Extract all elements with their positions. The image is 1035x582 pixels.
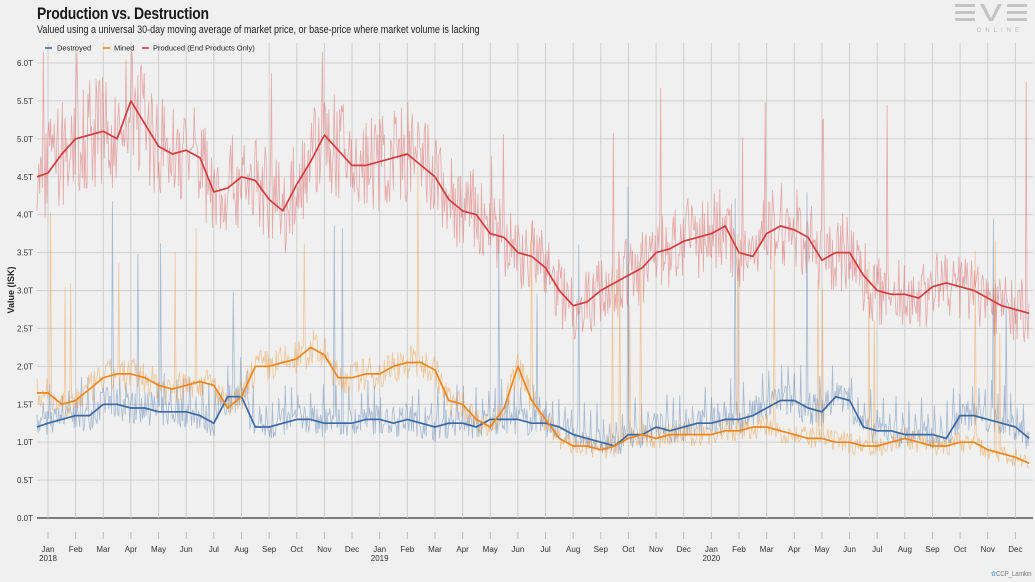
trend-line-mined xyxy=(36,346,1030,465)
daily-line-destroyed xyxy=(36,186,1030,455)
y-tick-label: 0.5T xyxy=(17,476,33,485)
x-tick-label: Jul xyxy=(872,545,882,554)
x-tick-label: Sep xyxy=(925,545,940,554)
x-tick-label: Jul xyxy=(540,545,550,554)
chart-title: Production vs. Destruction xyxy=(37,4,209,23)
x-tick-label: May xyxy=(483,545,498,554)
legend-label-destroyed: Destroyed xyxy=(57,44,91,53)
x-tick-year-label: 2018 xyxy=(39,554,57,563)
attribution-handle: CCP_Larrikin xyxy=(995,571,1031,578)
x-tick-label: Mar xyxy=(428,545,442,554)
x-tick-label: May xyxy=(151,545,166,554)
grid xyxy=(37,43,1033,519)
x-tick-label: Mar xyxy=(760,545,774,554)
x-tick-label: May xyxy=(814,545,829,554)
x-tick-label: Dec xyxy=(1008,545,1022,554)
x-tick-label: Aug xyxy=(566,545,580,554)
x-tick-label: Sep xyxy=(594,545,609,554)
y-tick-label: 0.0T xyxy=(17,514,33,523)
x-tick-label: Oct xyxy=(954,545,967,554)
x-tick-label: Oct xyxy=(291,545,304,554)
y-tick-label: 1.5T xyxy=(17,400,33,409)
x-tick-label: Apr xyxy=(788,545,801,554)
trend-series xyxy=(36,100,1030,465)
legend-label-produced: Produced (End Products Only) xyxy=(153,44,255,53)
y-tick-label: 2.5T xyxy=(17,324,33,333)
x-tick-label: Apr xyxy=(125,545,138,554)
x-tick-label: Jun xyxy=(180,545,193,554)
y-tick-label: 4.5T xyxy=(17,173,33,182)
daily-line-mined xyxy=(36,162,1029,469)
legend: Destroyed Mined Produced (End Products O… xyxy=(45,44,255,53)
x-tick-label: Feb xyxy=(732,545,746,554)
x-tick-label: Nov xyxy=(981,545,995,554)
x-tick-label: Sep xyxy=(262,545,277,554)
chart-subtitle: Valued using a universal 30-day moving a… xyxy=(37,24,480,36)
x-tick-label: Jan xyxy=(705,545,718,554)
x-tick-label: Apr xyxy=(456,545,469,554)
x-tick-label: Dec xyxy=(345,545,359,554)
x-tick-label: Jan xyxy=(373,545,386,554)
x-tick-year-label: 2019 xyxy=(371,554,389,563)
y-tick-label: 1.0T xyxy=(17,438,33,447)
legend-label-mined: Mined xyxy=(114,44,134,53)
x-tick-label: Oct xyxy=(622,545,635,554)
x-tick-label: Jul xyxy=(209,545,219,554)
x-tick-label: Jun xyxy=(511,545,524,554)
trend-line-produced xyxy=(36,100,1030,315)
y-axis-label: Value (ISK) xyxy=(6,266,16,313)
x-tick-label: Nov xyxy=(649,545,663,554)
daily-series xyxy=(36,51,1030,469)
y-tick-label: 4.0T xyxy=(17,211,33,220)
x-tick-label: Jun xyxy=(843,545,856,554)
y-tick-label: 2.0T xyxy=(17,362,33,371)
eve-online-logo-subtext: ONLINE xyxy=(976,28,1023,34)
daily-line-produced xyxy=(36,51,1030,343)
y-axis-ticks: 0.0T 0.5T 1.0T 1.5T 2.0T 2.5T 3.0T 3.5T 4.0T 4.5T… xyxy=(17,59,33,523)
attribution: ✿CCP_Larrikin xyxy=(991,570,1031,578)
x-tick-label: Feb xyxy=(69,545,83,554)
twitter-bird-icon: ✿ xyxy=(990,571,996,578)
x-tick-label: Aug xyxy=(234,545,248,554)
eve-online-logo xyxy=(955,4,1027,21)
x-tick-label: Dec xyxy=(677,545,691,554)
x-tick-year-label: 2020 xyxy=(702,554,720,563)
y-tick-label: 3.0T xyxy=(17,287,33,296)
y-tick-label: 3.5T xyxy=(17,249,33,258)
x-tick-label: Feb xyxy=(400,545,414,554)
x-tick-label: Jan xyxy=(42,545,55,554)
trend-line-destroyed xyxy=(36,395,1030,447)
x-tick-label: Mar xyxy=(96,545,110,554)
y-tick-label: 6.0T xyxy=(17,59,33,68)
y-tick-label: 5.5T xyxy=(17,97,33,106)
y-tick-label: 5.0T xyxy=(17,135,33,144)
x-tick-label: Aug xyxy=(898,545,912,554)
x-tick-label: Nov xyxy=(317,545,331,554)
